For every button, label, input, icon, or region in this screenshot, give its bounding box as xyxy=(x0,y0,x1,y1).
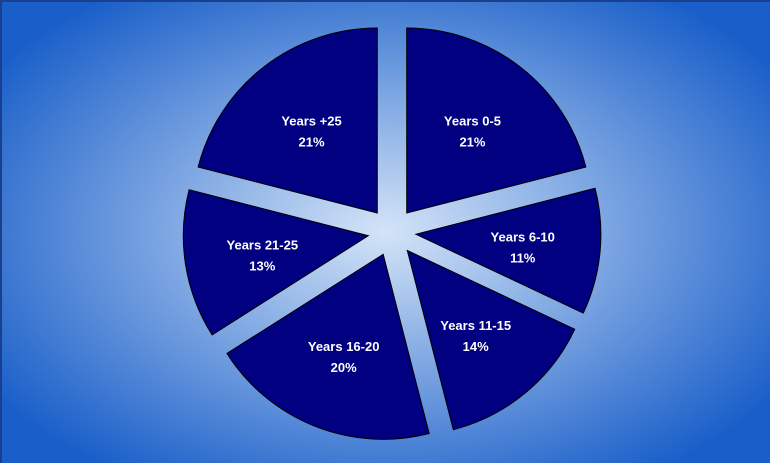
slice-label-years-21-25: Years 21-25 13% xyxy=(227,238,299,274)
pie-slice-years-21-25 xyxy=(182,189,370,336)
pie-slice-years-11-15 xyxy=(406,249,576,431)
slice-percent-label: 13% xyxy=(249,259,275,274)
slice-category-label: Years 11-15 xyxy=(440,318,511,333)
slice-percent-label: 20% xyxy=(331,360,357,375)
slice-category-label: Years 21-25 xyxy=(227,238,299,253)
slice-label-years-0-5: Years 0-5 21% xyxy=(444,113,501,149)
slice-percent-label: 21% xyxy=(299,134,325,149)
slice-label-years-6-10: Years 6-10 11% xyxy=(491,229,555,265)
pie-slice-years-0-5 xyxy=(406,27,587,214)
slice-category-label: Years 0-5 xyxy=(444,113,501,128)
slice-percent-label: 14% xyxy=(463,339,489,354)
slice-label-years-16-20: Years 16-20 20% xyxy=(308,339,380,375)
slice-label-years-11-15: Years 11-15 14% xyxy=(440,318,511,354)
pie-slice-years-16-20 xyxy=(226,253,430,440)
slice-label-years-plus25: Years +25 21% xyxy=(281,113,341,149)
pie-slice-years-plus25 xyxy=(197,27,378,214)
slice-category-label: Years +25 xyxy=(281,113,341,128)
slice-percent-label: 11% xyxy=(510,250,536,265)
slice-category-label: Years 16-20 xyxy=(308,339,380,354)
pie-slice-years-6-10 xyxy=(414,187,602,314)
slice-percent-label: 21% xyxy=(459,134,485,149)
slice-category-label: Years 6-10 xyxy=(491,229,555,244)
